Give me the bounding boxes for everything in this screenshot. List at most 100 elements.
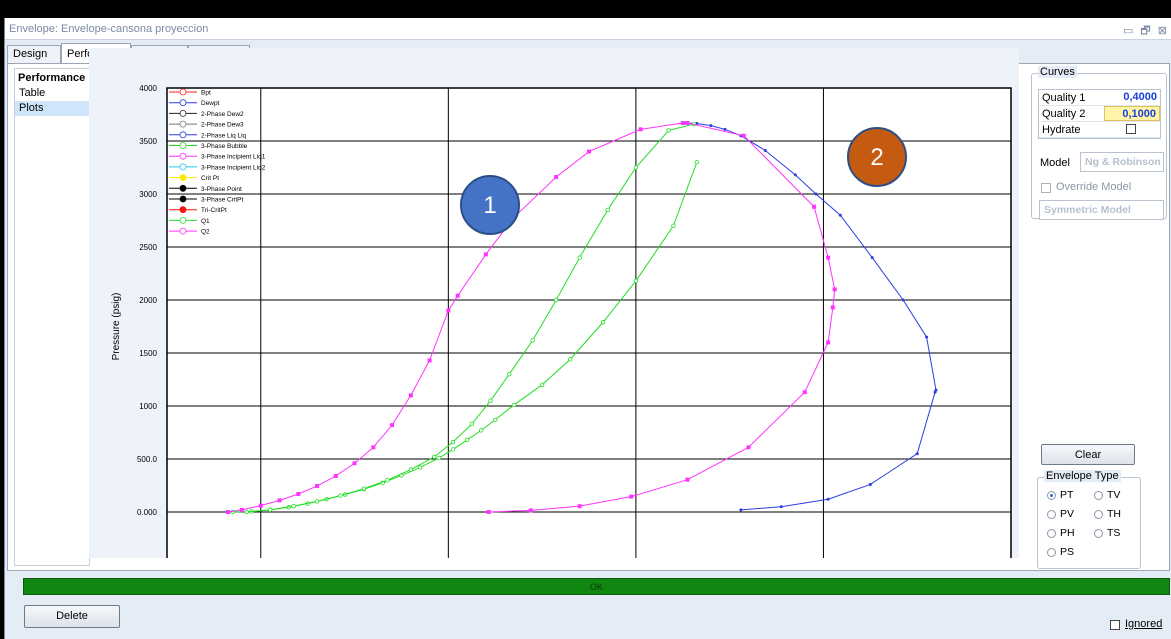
curves-title: Curves: [1038, 66, 1077, 78]
ignored-checkbox[interactable]: [1110, 620, 1120, 630]
legend-entry: 3-Phase Incipient Liq2: [201, 164, 266, 171]
data-point: [802, 390, 807, 395]
data-point: [450, 447, 456, 452]
radio-tv[interactable]: [1094, 491, 1103, 500]
data-point: [530, 338, 535, 343]
data-point: [240, 507, 245, 512]
data-point: [486, 510, 491, 514]
data-point: [739, 508, 743, 512]
y-tick-label: 2500: [139, 243, 157, 252]
legend-entry: Dewpt: [201, 100, 220, 107]
data-point: [539, 382, 545, 387]
data-point: [763, 149, 767, 153]
data-point: [277, 498, 282, 503]
data-point: [436, 455, 442, 461]
ignored-label: Ignored: [1125, 618, 1163, 630]
tab-design[interactable]: Design: [7, 45, 61, 63]
data-point: [671, 223, 676, 228]
radio-ts[interactable]: [1094, 529, 1103, 538]
override-model-checkbox[interactable]: [1041, 183, 1051, 193]
y-tick-label: 1000: [139, 402, 157, 411]
radio-ts-label: TS: [1107, 527, 1121, 539]
radio-pt[interactable]: [1047, 491, 1056, 500]
data-point: [291, 503, 296, 509]
legend-marker: [179, 163, 187, 171]
data-point: [427, 358, 432, 363]
clear-button[interactable]: Clear: [1041, 444, 1135, 465]
model-field[interactable]: Ng & Robinson: [1080, 152, 1164, 172]
legend-marker: [179, 99, 187, 107]
radio-ps-label: PS: [1060, 546, 1075, 558]
data-point: [779, 505, 783, 509]
radio-pv-label: PV: [1060, 508, 1075, 520]
nav-item-plots[interactable]: Plots: [15, 101, 89, 116]
data-point: [315, 484, 320, 489]
data-point: [296, 491, 301, 496]
data-point: [793, 173, 797, 177]
radio-pv[interactable]: [1047, 510, 1056, 519]
legend-entry: 3-Phase CritPt: [201, 197, 243, 204]
data-point: [408, 393, 413, 398]
phase-envelope-chart[interactable]: -200.00.000200.0400.0600.040003500300025…: [89, 48, 1019, 558]
data-point: [826, 497, 830, 501]
envelope-type-group: Envelope Type PT TV PV TH PH TS PS: [1037, 470, 1141, 569]
data-point: [838, 213, 842, 217]
radio-ph[interactable]: [1047, 529, 1056, 538]
legend-entry: 2-Phase Liq Liq: [201, 132, 247, 139]
y-tick-label: 1500: [139, 349, 157, 358]
hydrate-checkbox[interactable]: [1126, 124, 1136, 134]
data-point: [633, 165, 639, 170]
data-point: [826, 255, 831, 260]
annotation-1: 1: [460, 175, 520, 235]
data-point: [333, 473, 338, 478]
data-point: [352, 461, 357, 466]
title-bar: Envelope: Envelope-cansona proyeccion ▭ …: [5, 18, 1171, 40]
legend-entry: 2-Phase Dew2: [201, 111, 244, 118]
nav-item-table[interactable]: Table: [19, 87, 46, 99]
annotation-2: 2: [847, 127, 907, 187]
data-point: [455, 293, 460, 298]
legend-marker: [179, 227, 187, 235]
quality1-label: Quality 1: [1042, 92, 1086, 104]
data-point: [901, 298, 905, 302]
data-point: [338, 493, 343, 498]
y-tick-label: 2000: [139, 296, 157, 305]
y-tick-label: 500.0: [137, 455, 158, 464]
quality2-input[interactable]: 0,1000: [1104, 106, 1160, 121]
data-point: [925, 335, 929, 339]
radio-th[interactable]: [1094, 510, 1103, 519]
quality1-input[interactable]: 0,4000: [1123, 91, 1157, 103]
legend-marker: [179, 120, 187, 128]
legend-marker: [179, 184, 187, 192]
y-tick-label: 4000: [139, 84, 157, 93]
data-point: [723, 127, 727, 131]
radio-ph-label: PH: [1060, 527, 1075, 539]
data-point: [685, 477, 690, 482]
symmetric-model-field[interactable]: Symmetric Model: [1039, 200, 1164, 220]
override-model-label: Override Model: [1056, 181, 1132, 193]
legend-marker: [179, 110, 187, 117]
data-point: [371, 445, 376, 450]
data-point: [709, 124, 713, 128]
data-point: [568, 357, 573, 362]
data-point: [633, 278, 639, 284]
data-point: [605, 207, 610, 213]
data-point: [870, 256, 874, 260]
y-tick-label: 0.000: [137, 508, 158, 517]
data-point: [408, 467, 414, 472]
y-tick-label: 3000: [139, 190, 157, 199]
data-point: [832, 287, 837, 292]
data-point: [553, 297, 559, 303]
legend-marker: [179, 131, 187, 139]
y-tick-label: 3500: [139, 137, 157, 146]
data-point: [577, 504, 582, 509]
data-point: [812, 204, 817, 209]
data-point: [267, 507, 273, 513]
data-point: [507, 372, 512, 377]
radio-ps[interactable]: [1047, 548, 1056, 557]
data-point: [478, 428, 484, 433]
data-point: [685, 120, 690, 125]
series-line: [246, 123, 695, 513]
window-controls[interactable]: ▭ 🗗 ⊠: [1122, 25, 1169, 37]
delete-button[interactable]: Delete: [24, 605, 120, 628]
